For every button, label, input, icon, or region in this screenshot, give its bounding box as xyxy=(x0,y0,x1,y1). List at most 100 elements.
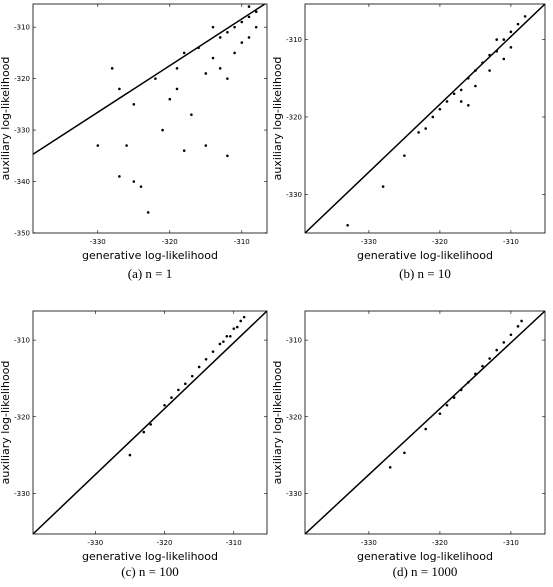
point xyxy=(229,334,232,338)
x-tick-label: -320 xyxy=(432,238,448,246)
point xyxy=(459,100,463,103)
point xyxy=(225,334,229,338)
point xyxy=(459,88,463,92)
x-tick-label: -310 xyxy=(226,539,242,547)
point xyxy=(239,319,242,323)
y-axis-label: auxiliary log-likelihood xyxy=(271,57,284,181)
x-axis-label: generative log-likelihood xyxy=(82,249,218,262)
point xyxy=(168,97,172,101)
point xyxy=(523,15,527,18)
point xyxy=(149,423,152,426)
point xyxy=(170,396,173,399)
point xyxy=(175,87,179,91)
reference-line xyxy=(33,311,267,534)
point xyxy=(163,403,166,407)
point xyxy=(226,77,229,80)
y-tick-label: -320 xyxy=(286,413,302,421)
point xyxy=(226,31,229,34)
point xyxy=(247,36,251,39)
point xyxy=(502,341,506,344)
y-axis-label: auxiliary log-likelihood xyxy=(271,361,284,485)
plot-area xyxy=(33,4,266,214)
point xyxy=(502,57,506,61)
reference-line xyxy=(305,311,545,534)
point xyxy=(233,51,236,55)
point xyxy=(516,325,520,328)
point xyxy=(247,5,251,8)
caption: (b) n = 10 xyxy=(399,266,451,281)
x-tick-label: -330 xyxy=(361,539,377,547)
point xyxy=(222,340,225,343)
point xyxy=(132,103,136,106)
point xyxy=(495,38,499,41)
x-tick-label: -330 xyxy=(90,238,106,246)
point xyxy=(509,30,513,34)
point xyxy=(197,365,201,369)
y-tick-label: -340 xyxy=(14,178,30,186)
point xyxy=(481,364,484,368)
point xyxy=(495,348,499,352)
point xyxy=(177,388,180,392)
y-tick-label: -330 xyxy=(14,127,30,135)
x-tick-label: -310 xyxy=(234,238,250,246)
point xyxy=(417,131,420,134)
x-tick-label: -310 xyxy=(503,539,519,547)
x-tick-label: -320 xyxy=(162,238,178,246)
plot-area xyxy=(33,311,267,534)
point xyxy=(242,315,246,319)
point xyxy=(190,113,193,116)
point xyxy=(190,374,194,378)
x-tick-label: -330 xyxy=(361,238,377,246)
y-tick-label: -320 xyxy=(14,413,30,421)
point xyxy=(233,25,236,29)
caption: (d) n = 1000 xyxy=(393,564,458,579)
point xyxy=(142,430,146,434)
point xyxy=(381,185,385,188)
point xyxy=(184,382,187,386)
point xyxy=(452,92,456,96)
reference-line xyxy=(305,4,545,233)
point xyxy=(118,175,121,178)
point xyxy=(218,36,222,39)
caption: (c) n = 100 xyxy=(121,564,179,579)
point xyxy=(240,20,244,24)
axes-box xyxy=(32,3,268,234)
point xyxy=(232,327,236,330)
y-tick-label: -320 xyxy=(14,75,30,83)
point xyxy=(204,72,208,75)
point xyxy=(438,412,442,415)
point xyxy=(175,67,179,70)
point xyxy=(254,10,258,14)
point xyxy=(516,22,520,26)
point xyxy=(488,69,491,72)
point xyxy=(204,144,208,147)
plot-area xyxy=(305,311,545,534)
point xyxy=(125,144,128,147)
point xyxy=(211,25,215,29)
point xyxy=(154,77,157,80)
point xyxy=(445,403,449,407)
point xyxy=(346,223,349,227)
axes-box xyxy=(304,3,546,234)
point xyxy=(247,15,251,19)
point xyxy=(182,51,186,55)
y-tick-label: -330 xyxy=(14,490,30,498)
point xyxy=(204,357,208,361)
point xyxy=(118,87,121,91)
reference-line xyxy=(33,4,266,155)
point xyxy=(424,127,428,130)
point xyxy=(502,38,506,41)
x-axis-label: generative log-likelihood xyxy=(357,550,493,563)
point xyxy=(403,451,406,455)
point xyxy=(424,427,428,431)
point xyxy=(445,100,449,103)
x-axis-label: generative log-likelihood xyxy=(82,550,218,563)
point xyxy=(254,25,258,29)
point xyxy=(403,154,406,157)
point xyxy=(96,144,100,147)
y-tick-label: -310 xyxy=(286,337,302,345)
y-tick-label: -310 xyxy=(286,36,302,44)
point xyxy=(488,357,491,360)
point xyxy=(182,149,186,152)
